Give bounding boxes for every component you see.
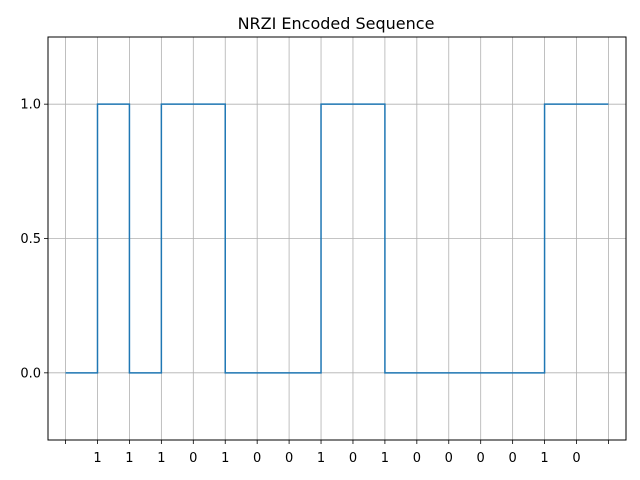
x-tick-label: 1 <box>540 451 548 466</box>
x-tick-label: 1 <box>157 451 165 466</box>
nrzi-step-line <box>65 103 609 374</box>
x-tick-label: 0 <box>477 451 485 466</box>
y-tick-label: 0.5 <box>20 232 41 247</box>
y-tick-label: 1.0 <box>20 98 41 113</box>
x-tick-label: 0 <box>349 451 357 466</box>
x-tick-label: 0 <box>189 451 197 466</box>
x-tick-label: 0 <box>572 451 580 466</box>
x-tick-label: 0 <box>508 451 516 466</box>
x-tick-label: 1 <box>125 451 133 466</box>
series-layer <box>65 103 609 374</box>
y-axis: 0.0 0.5 1.0 <box>20 98 48 381</box>
x-tick-label: 1 <box>317 451 325 466</box>
x-tick-label: 0 <box>253 451 261 466</box>
x-tick-label: 0 <box>445 451 453 466</box>
x-axis: 1 1 1 0 1 0 0 1 0 1 0 0 0 0 1 0 <box>65 440 609 466</box>
y-tick-label: 0.0 <box>20 366 41 381</box>
x-tick-label: 0 <box>413 451 421 466</box>
x-tick-label: 1 <box>381 451 389 466</box>
x-tick-label: 1 <box>221 451 229 466</box>
chart-title: NRZI Encoded Sequence <box>238 14 435 33</box>
x-tick-label: 0 <box>285 451 293 466</box>
x-tick-label: 1 <box>93 451 101 466</box>
